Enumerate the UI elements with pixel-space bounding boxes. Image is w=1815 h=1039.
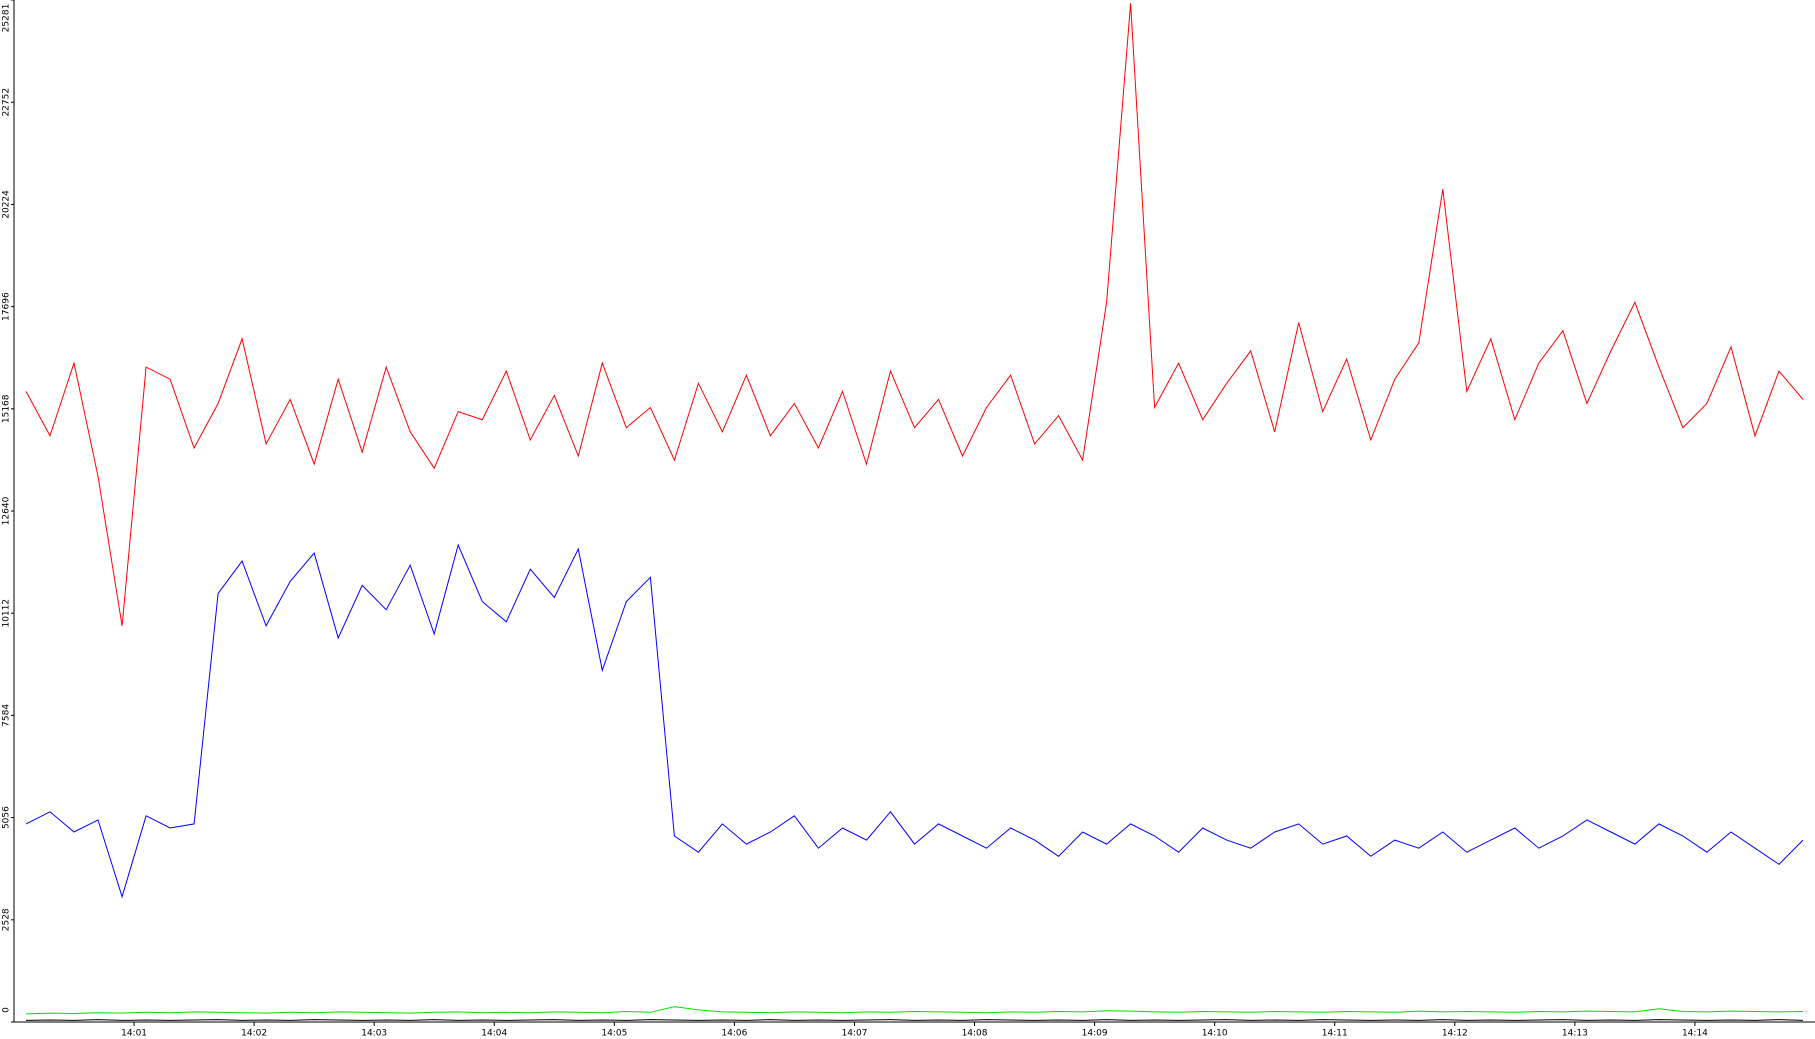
series-line [25,543,1804,899]
y-tick-label: 15168 [2,394,12,423]
x-tick-label: 14:03 [361,1029,387,1039]
x-tick-label: 14:09 [1082,1029,1108,1039]
y-tick-label: 20224 [2,190,12,219]
y-tick-label: 10112 [2,599,12,628]
x-tick-label: 14:13 [1562,1029,1588,1039]
series-line [25,1006,1804,1015]
series-line [25,3,1804,626]
y-tick-label: 2528 [2,908,12,931]
y-tick-label: 22752 [2,88,12,117]
y-tick-label: 0 [2,1007,12,1013]
x-tick-label: 14:07 [841,1029,867,1039]
x-tick-label: 14:05 [601,1029,627,1039]
x-tick-label: 14:10 [1202,1029,1228,1039]
x-tick-label: 14:08 [962,1029,988,1039]
x-tick-label: 14:01 [121,1029,147,1039]
x-tick-label: 14:06 [721,1029,747,1039]
x-tick-label: 14:04 [481,1029,507,1039]
y-tick-label: 17696 [2,292,12,321]
x-tick-label: 14:12 [1442,1029,1468,1039]
x-tick-label: 14:14 [1682,1029,1708,1039]
x-tick-label: 14:02 [241,1029,267,1039]
y-tick-label: 12640 [2,496,12,525]
series-line [25,1019,1804,1021]
x-tick-label: 14:11 [1322,1029,1348,1039]
y-tick-label: 5056 [2,806,12,829]
y-tick-label: 7584 [2,704,12,727]
y-tick-label: 25281 [2,4,12,33]
